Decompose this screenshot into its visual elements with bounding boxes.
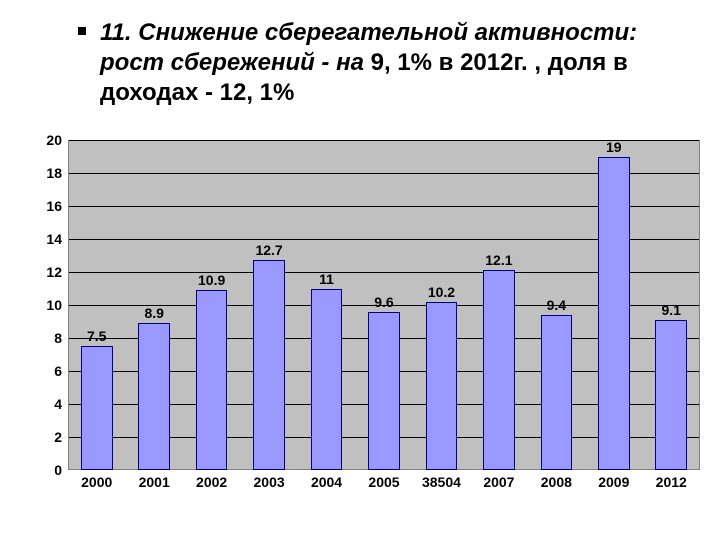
title-bullet [78,27,86,35]
bar [483,270,515,470]
bar [368,312,400,470]
title-line-2a: рост сбережений - на [100,49,371,76]
bar-value-label: 9.1 [643,302,700,318]
x-axis-tick: 2005 [355,474,412,490]
y-axis-tick: 16 [42,198,62,214]
bar [655,320,687,470]
y-axis-tick: 10 [42,297,62,313]
bar [311,289,343,471]
x-axis-tick: 2001 [125,474,182,490]
bar-value-label: 9.4 [528,297,585,313]
title-line-2b: 9, 1% в 2012г. , доля в [371,49,628,76]
bar [426,302,458,470]
y-axis-tick: 20 [42,132,62,148]
bar-value-label: 9.6 [355,294,412,310]
x-axis-tick: 2002 [183,474,240,490]
y-axis-tick: 18 [42,165,62,181]
bar-value-label: 12.1 [470,252,527,268]
y-axis-tick: 12 [42,264,62,280]
bar [541,315,573,470]
x-axis-tick: 2003 [240,474,297,490]
title-line-3: доходах - 12, 1% [100,79,294,106]
bar [196,290,228,470]
title-line-1: 11. Снижение сберегательной активности: [100,19,637,46]
bar-value-label: 10.9 [183,272,240,288]
y-axis-tick: 6 [42,363,62,379]
bar-chart: 024681012141618207.520008.9200110.920021… [42,140,702,490]
x-axis-tick: 2000 [68,474,125,490]
bar [253,260,285,470]
bar-value-label: 12.7 [240,242,297,258]
y-axis-tick: 14 [42,231,62,247]
slide-title: 11. Снижение сберегательной активности: … [100,18,660,108]
y-axis-tick: 4 [42,396,62,412]
bar-value-label: 19 [585,139,642,155]
y-axis-tick: 8 [42,330,62,346]
x-axis-tick: 2009 [585,474,642,490]
x-axis-tick: 2004 [298,474,355,490]
bar-value-label: 8.9 [125,305,182,321]
bar-value-label: 7.5 [68,328,125,344]
bar-value-label: 10.2 [413,284,470,300]
bar [81,346,113,470]
bar [598,157,630,471]
y-axis-tick: 0 [42,462,62,478]
x-axis-tick: 2007 [470,474,527,490]
bar [138,323,170,470]
x-axis-tick: 2012 [643,474,700,490]
slide-root: 11. Снижение сберегательной активности: … [0,0,720,540]
x-axis-tick: 38504 [413,474,470,490]
bar-value-label: 11 [298,271,355,287]
y-axis-tick: 2 [42,429,62,445]
x-axis-tick: 2008 [528,474,585,490]
